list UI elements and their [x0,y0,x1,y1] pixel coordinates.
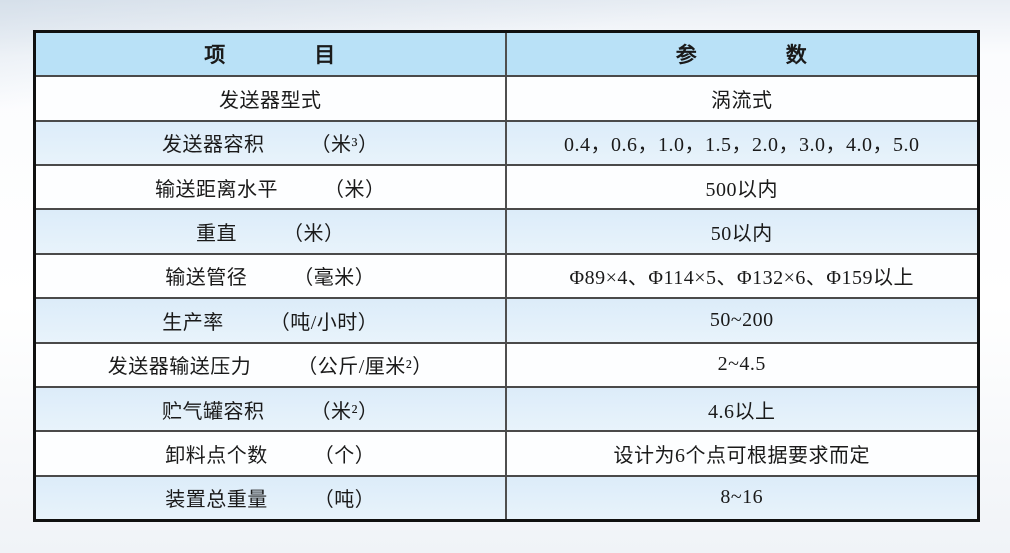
item-unit: （米²） [310,400,379,423]
item-cell: 贮气罐容积 （米²） [36,387,507,431]
item-value: 0.4，0.6，1.0，1.5，2.0，3.0，4.0，5.0 [564,134,920,157]
item-unit: （米） [283,223,345,246]
value-cell: 500以内 [507,166,978,208]
item-cell: 发送器型式 [36,77,507,120]
item-cell: 输送距离水平 （米） [36,166,507,209]
item-name: 贮气罐容积 [162,400,265,423]
table-row: 发送器输送压力 （公斤/厘米²） 2~4.5 [36,341,978,386]
header-cell-item: 项 目 [36,33,507,76]
table-row: 生产率 （吨/小时） 50~200 [36,297,978,342]
item-unit: （吨/小时） [269,311,379,334]
item-name: 发送器输送压力 [107,356,252,379]
table-row: 发送器型式 涡流式 [36,75,978,120]
item-cell: 装置总重量 （吨） [36,476,507,519]
item-value: 设计为6个点可根据要求而定 [613,444,870,467]
item-cell: 发送器容积 （米³） [36,121,507,165]
table-row: 贮气罐容积 （米²） 4.6以上 [36,385,978,431]
item-value: 涡流式 [711,90,773,113]
value-cell: 涡流式 [507,77,978,119]
item-value: 8~16 [720,486,764,509]
item-name: 发送器型式 [219,90,322,113]
item-unit: （毫米） [293,267,376,290]
item-value: 50~200 [709,308,774,331]
item-value: 50以内 [710,223,773,246]
table-row: 输送管径 （毫米） Φ89×4、Φ114×5、Φ132×6、Φ159以上 [36,252,978,298]
table-row: 发送器容积 （米³） 0.4，0.6，1.0，1.5，2.0，3.0，4.0，5… [36,119,978,165]
table-row: 重直 （米） 50以内 [36,208,978,253]
item-value: Φ89×4、Φ114×5、Φ132×6、Φ159以上 [569,267,915,290]
item-name: 卸料点个数 [165,444,268,467]
item-cell: 重直 （米） [36,210,507,253]
item-unit: （吨） [313,489,376,512]
value-cell: 4.6以上 [507,388,978,430]
item-name: 生产率 [162,311,224,334]
item-cell: 发送器输送压力 （公斤/厘米²） [36,343,507,386]
item-name: 发送器容积 [162,134,265,157]
item-unit: （米） [324,178,386,201]
item-name: 输送距离水平 [155,178,278,201]
item-name: 输送管径 [165,267,248,290]
item-name: 重直 [196,223,237,246]
value-cell: 8~16 [507,477,978,519]
item-cell: 卸料点个数 （个） [36,432,507,475]
item-value: 4.6以上 [708,400,776,423]
value-cell: 50以内 [507,210,978,252]
item-unit: （米³） [310,134,379,157]
item-cell: 输送管径 （毫米） [36,254,507,298]
value-cell: 50~200 [507,299,978,341]
item-unit: （公斤/厘米²） [297,356,433,379]
item-column-header: 项 目 [204,43,337,68]
table-header-row: 项 目 参 数 [36,33,978,76]
value-cell: 设计为6个点可根据要求而定 [507,432,978,474]
header-cell-param: 参 数 [507,33,978,75]
table-row: 卸料点个数 （个） 设计为6个点可根据要求而定 [36,430,978,475]
item-value: 500以内 [705,178,778,201]
value-cell: 0.4，0.6，1.0，1.5，2.0，3.0，4.0，5.0 [507,122,978,164]
item-unit: （个） [313,444,376,467]
param-column-header: 参 数 [675,43,808,68]
spec-table: 项 目 参 数 发送器型式 涡流式 发送器容积 （米³） 0.4，0.6，1.0… [33,30,980,522]
item-value: 2~4.5 [717,353,766,376]
table-row: 输送距离水平 （米） 500以内 [36,164,978,209]
item-name: 装置总重量 [165,489,268,512]
value-cell: Φ89×4、Φ114×5、Φ132×6、Φ159以上 [507,255,978,297]
value-cell: 2~4.5 [507,344,978,386]
table-row: 装置总重量 （吨） 8~16 [36,474,978,519]
item-cell: 生产率 （吨/小时） [36,299,507,342]
